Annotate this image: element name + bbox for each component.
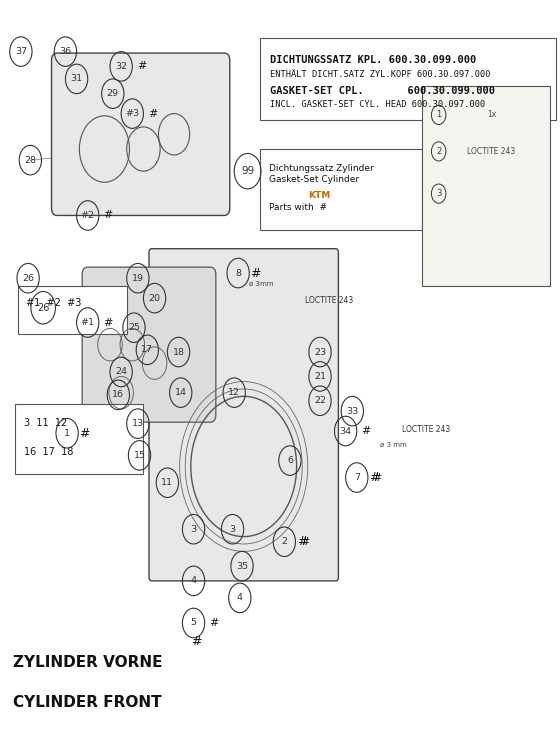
Text: #: # [80,427,90,439]
Text: #: # [361,426,371,436]
Text: 31: 31 [71,74,83,84]
Text: 24: 24 [115,368,127,376]
Text: 15: 15 [133,451,146,460]
Text: 3  11  12: 3 11 12 [24,419,67,428]
Text: 1: 1 [64,429,70,438]
Text: 20: 20 [148,293,161,302]
Text: 23: 23 [314,348,326,356]
Text: 11: 11 [161,478,174,488]
Text: 33: 33 [346,407,358,416]
Text: 29: 29 [107,89,119,98]
Text: #: # [250,267,261,279]
Text: #: # [137,62,146,71]
Text: 5: 5 [190,619,197,628]
Text: #: # [209,618,218,628]
Text: DICHTUNGSSATZ KPL. 600.30.099.000: DICHTUNGSSATZ KPL. 600.30.099.000 [270,56,476,65]
Text: 18: 18 [172,348,185,356]
Text: INCL. GASKET-SET CYL. HEAD 600.30.097.000: INCL. GASKET-SET CYL. HEAD 600.30.097.00… [270,99,485,109]
Text: 26: 26 [22,273,34,283]
Text: ENTHÄLT DICHT.SATZ ZYL.KOPF 600.30.097.000: ENTHÄLT DICHT.SATZ ZYL.KOPF 600.30.097.0… [270,70,491,79]
FancyBboxPatch shape [422,86,550,285]
Text: 3: 3 [190,525,197,534]
Text: 32: 32 [115,62,127,71]
Text: #: # [148,109,157,119]
Text: 2: 2 [436,147,441,156]
Text: #: # [372,473,382,482]
Text: LOCTITE 243: LOCTITE 243 [468,147,516,156]
Text: GASKET-SET CPL.       600.30.099.000: GASKET-SET CPL. 600.30.099.000 [270,86,495,96]
Text: LOCTITE 243: LOCTITE 243 [403,425,451,434]
FancyBboxPatch shape [15,404,143,473]
Text: 16: 16 [113,391,124,399]
Text: 21: 21 [314,372,326,381]
FancyBboxPatch shape [52,53,230,216]
Text: 2: 2 [281,537,287,546]
Text: 13: 13 [132,419,144,428]
FancyBboxPatch shape [260,149,422,230]
FancyBboxPatch shape [260,39,556,119]
Text: #1: #1 [81,318,95,327]
Text: 19: 19 [132,273,144,283]
Text: 16  17  18: 16 17 18 [24,447,73,456]
Text: Gasket-Set Cylinder: Gasket-Set Cylinder [269,175,359,184]
Text: Dichtungssatz Zylinder: Dichtungssatz Zylinder [269,164,374,173]
Text: #: # [297,535,307,548]
Text: 99: 99 [241,166,254,176]
Text: 35: 35 [236,562,248,571]
Text: 12: 12 [228,388,240,397]
Text: ø 3 mm: ø 3 mm [380,442,407,448]
Text: 8: 8 [235,268,241,278]
Text: #: # [300,536,309,547]
Text: #: # [191,635,201,648]
Text: #: # [104,317,113,328]
Text: 1x: 1x [487,110,496,119]
Text: 22: 22 [314,396,326,405]
Text: 4: 4 [237,594,243,602]
Text: Parts with  #: Parts with # [269,203,327,212]
Text: 28: 28 [24,156,36,165]
Text: LOCTITE 243: LOCTITE 243 [305,296,353,305]
Text: 37: 37 [15,47,27,56]
Text: 14: 14 [175,388,186,397]
Text: 4: 4 [190,576,197,585]
Text: 26: 26 [37,303,49,313]
FancyBboxPatch shape [18,285,127,333]
Text: 6: 6 [287,456,293,465]
Text: KTM: KTM [308,191,330,200]
Text: ø 3mm: ø 3mm [249,280,274,286]
Text: 36: 36 [59,47,72,56]
Text: CYLINDER FRONT: CYLINDER FRONT [12,695,161,711]
Text: 7: 7 [354,473,360,482]
Text: 3: 3 [436,189,441,198]
Text: 25: 25 [128,323,140,332]
Text: #: # [369,471,380,484]
Text: 34: 34 [339,427,352,436]
Text: #: # [104,210,113,221]
Text: 3: 3 [230,525,236,534]
FancyBboxPatch shape [149,249,338,581]
Text: ZYLINDER VORNE: ZYLINDER VORNE [12,655,162,670]
Text: #2: #2 [81,211,95,220]
FancyBboxPatch shape [82,268,216,422]
Text: #3: #3 [125,109,139,118]
Text: 1: 1 [436,110,441,119]
Text: PartsRepublik: PartsRepublik [102,357,324,502]
Text: #1  #2  #3: #1 #2 #3 [26,298,82,308]
Text: 17: 17 [141,345,153,354]
